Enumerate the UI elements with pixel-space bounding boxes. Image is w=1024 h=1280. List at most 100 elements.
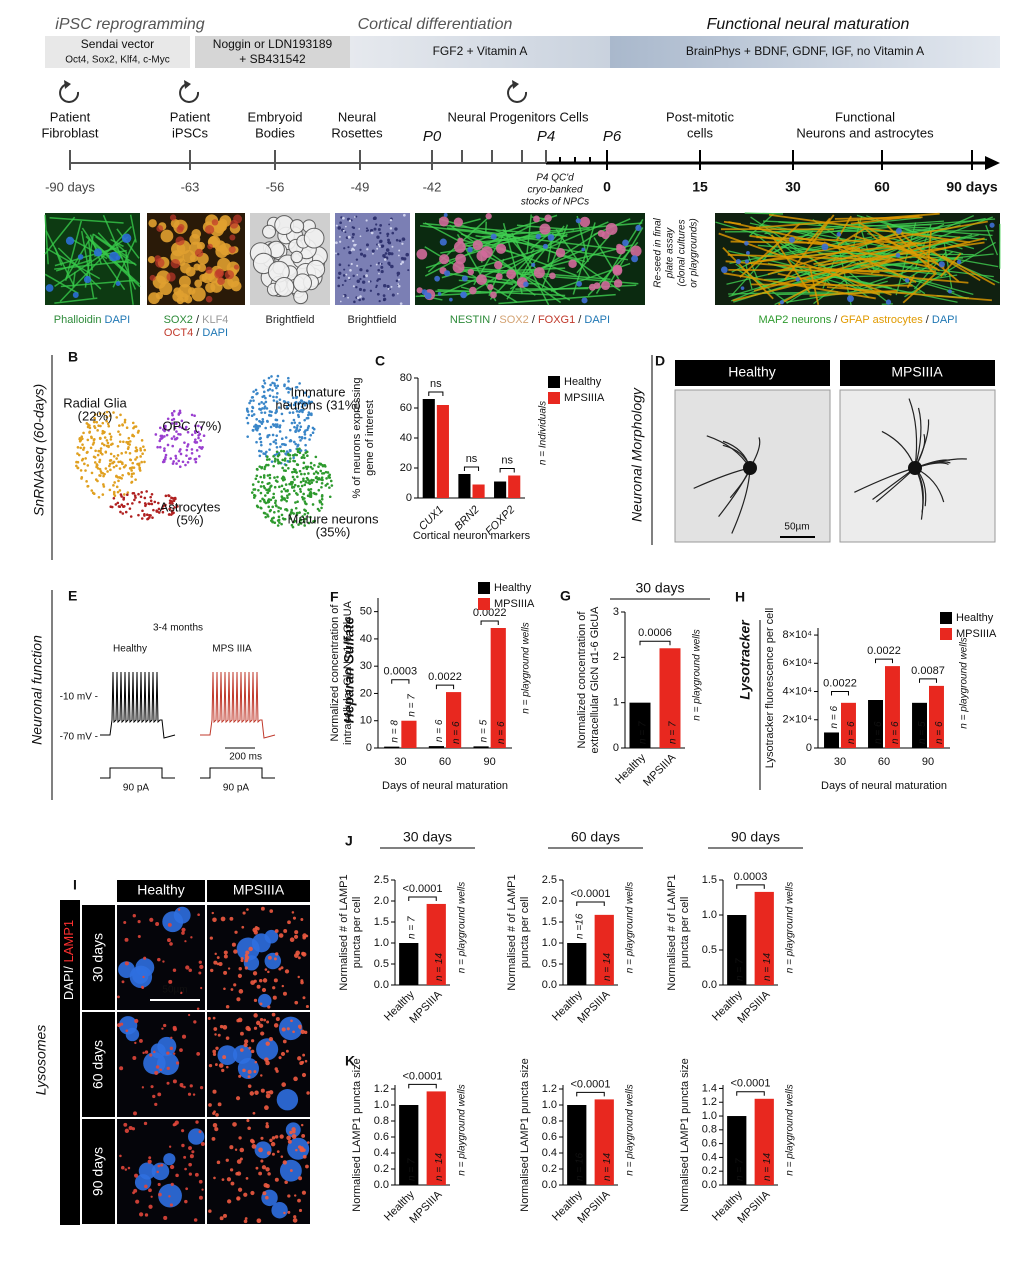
umap-point — [287, 466, 290, 470]
umap-point — [296, 484, 300, 488]
micrograph-cell — [175, 1061, 180, 1065]
micrograph-cell — [251, 1139, 255, 1144]
micrograph-cell — [226, 1065, 229, 1069]
micrograph-cell — [359, 235, 362, 238]
umap-point — [76, 446, 80, 449]
umap-point — [121, 512, 125, 515]
micrograph-cell — [132, 914, 136, 918]
y-axis-label: Normalised LAMP1 puncta size — [351, 1058, 363, 1211]
umap-point — [290, 421, 294, 425]
n-label: n = 6 — [829, 706, 840, 729]
umap-point — [179, 433, 182, 436]
umap-point — [293, 440, 296, 444]
soma — [908, 461, 922, 475]
umap-point — [283, 478, 286, 481]
micrograph-cell — [278, 933, 284, 938]
umap-point — [119, 413, 122, 417]
micrograph-fiber — [939, 252, 962, 278]
umap-point — [109, 443, 113, 446]
bar — [868, 700, 883, 748]
micrograph-cell — [280, 1155, 284, 1158]
micrograph-cell — [335, 224, 338, 227]
micrograph-cell — [348, 219, 352, 223]
micrograph-cell — [605, 223, 618, 235]
micrograph-cell — [376, 247, 379, 250]
micrograph-cell — [172, 1027, 178, 1032]
n-label: n = 6 — [846, 721, 857, 744]
umap-point — [118, 505, 122, 509]
micrograph-cell — [230, 988, 234, 991]
micrograph-cell — [217, 1045, 238, 1066]
umap-point — [296, 413, 300, 417]
micrograph-cell — [187, 1092, 192, 1096]
cluster-label: Astrocytes — [160, 499, 221, 514]
umap-point — [275, 395, 278, 399]
umap-point — [289, 448, 292, 452]
umap-point — [261, 418, 265, 421]
side-title: Neuronal Morphology — [629, 387, 645, 522]
umap-point — [280, 412, 284, 416]
umap-point — [270, 517, 274, 520]
micrograph-cell — [160, 1163, 164, 1167]
micrograph-cell — [244, 966, 248, 970]
umap-point — [246, 421, 250, 425]
umap-point — [120, 477, 123, 480]
micrograph-cell — [283, 1211, 286, 1215]
umap-point — [124, 510, 128, 514]
micrograph-cell — [142, 975, 145, 979]
umap-point — [93, 425, 96, 428]
y-axis-label: Normalised # of LAMP1 — [506, 874, 518, 990]
umap-point — [302, 461, 306, 465]
umap-point — [137, 492, 140, 496]
y-tick-label: 0.6 — [542, 1131, 557, 1143]
umap-point — [307, 472, 310, 475]
micrograph-cell — [282, 991, 287, 996]
umap-point — [274, 501, 277, 505]
umap-point — [311, 431, 315, 435]
micrograph-cell — [381, 244, 385, 248]
bar — [401, 720, 417, 748]
micrograph-cell — [233, 949, 238, 954]
micrograph-cell — [169, 1046, 174, 1051]
umap-point — [81, 437, 84, 441]
micrograph-cell — [337, 276, 341, 280]
micrograph-cell — [269, 909, 274, 913]
reseed-note: (clonal cultures — [677, 219, 688, 286]
umap-point — [108, 462, 112, 466]
umap-point — [304, 509, 308, 513]
micrograph-cell — [280, 1051, 286, 1057]
umap-point — [259, 436, 262, 440]
umap-point — [134, 446, 138, 449]
micrograph-cell — [147, 1159, 152, 1164]
umap-point — [270, 410, 273, 414]
micrograph-cell — [198, 1195, 203, 1200]
umap-point — [126, 491, 130, 494]
micrograph-cell — [904, 278, 910, 283]
umap-point — [296, 424, 299, 427]
umap-point — [296, 475, 299, 479]
legend-swatch — [478, 582, 490, 594]
micrograph-cell — [391, 231, 395, 235]
micrograph-fiber — [777, 272, 881, 296]
micrograph-cell — [231, 942, 236, 947]
media-text: Oct4, Sox2, Klf4, c-Myc — [65, 55, 169, 66]
y-tick-label: 1.2 — [542, 1083, 557, 1095]
micrograph-cell — [304, 1059, 308, 1063]
media-text: BrainPhys + BDNF, GDNF, IGF, no Vitamin … — [686, 44, 924, 58]
micrograph-cell — [241, 925, 245, 929]
n-label: n = 16 — [574, 1152, 585, 1181]
p-value: 0.0003 — [734, 871, 768, 883]
micrograph-cell — [377, 268, 381, 272]
umap-point — [300, 472, 303, 476]
umap-point — [127, 436, 131, 440]
micrograph-cell — [216, 956, 220, 960]
micrograph-cell — [229, 1145, 234, 1150]
micrograph-fiber — [125, 252, 134, 305]
timeline-arrowhead — [985, 156, 1000, 170]
micrograph-cell — [373, 216, 377, 220]
umap-point — [268, 448, 271, 451]
micrograph-cell — [382, 253, 386, 258]
umap-point — [164, 453, 168, 457]
umap-point — [273, 384, 277, 387]
umap-point — [79, 469, 83, 472]
